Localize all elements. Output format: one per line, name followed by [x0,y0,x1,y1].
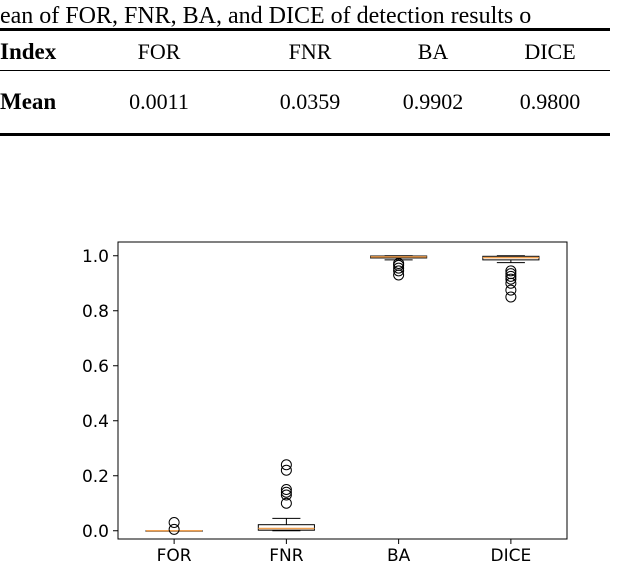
outlier-point [168,517,180,528]
cell-fnr: 0.0359 [279,89,341,114]
cell-ba: 0.9902 [402,89,464,114]
y-tick-label: 0.8 [82,302,109,322]
outlier-point [280,484,292,495]
outlier-point [505,284,517,296]
outlier-point [280,489,292,501]
header-for: FOR [137,39,181,64]
cell-for: 0.0011 [129,89,189,114]
y-tick-label: 0.6 [82,357,109,377]
outlier-point [393,265,405,277]
outlier-point [505,268,517,280]
outlier-point [505,265,517,277]
header-dice: DICE [524,39,576,64]
y-tick-label: 0.4 [82,412,109,432]
x-tick-label: DICE [491,546,532,563]
outlier-point [505,270,517,282]
outlier-point [280,486,292,498]
table-bottom-rule [0,133,610,136]
outlier-point [505,273,517,285]
plot-frame [117,241,568,540]
header-index: Index [0,39,57,64]
box-plot-svg: 0.0 0.2 0.4 0.6 0.8 1.0 FOR FNR BA DICE [82,241,568,563]
header-ba: BA [417,39,449,64]
x-tick-label: BA [387,546,411,563]
outlier-point [393,262,405,274]
table-caption: ean of FOR, FNR, BA, and DICE of detecti… [0,3,532,29]
y-tick-label: 0.0 [82,522,109,542]
outlier-point [280,464,292,476]
box-body [257,524,315,531]
outlier-point [280,459,292,471]
x-tick-label: FNR [269,546,303,563]
table-header-row: Index FOR FNR BA DICE [0,32,610,72]
y-tick-label: 1.0 [82,247,109,267]
table-mid-rule [0,70,610,71]
cell-dice: 0.9800 [519,89,581,114]
y-tick-label: 0.2 [82,467,109,487]
x-tick-label: FOR [157,546,192,563]
outlier-point [280,497,292,509]
header-fnr: FNR [288,39,332,64]
box-plot-chart: 0.0 0.2 0.4 0.6 0.8 1.0 FOR FNR BA DICE [0,200,640,563]
table-row: Mean 0.0011 0.0359 0.9902 0.9800 [0,82,610,122]
table-top-rule [0,28,610,31]
outlier-point [168,523,180,535]
outlier-point [505,291,517,303]
row-label-mean: Mean [0,89,57,114]
outlier-point [393,257,405,269]
